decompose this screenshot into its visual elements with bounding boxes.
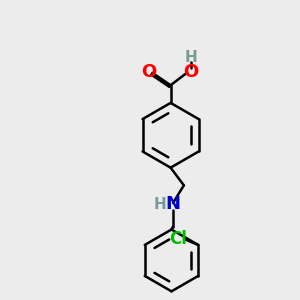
Text: H: H xyxy=(184,50,197,65)
Text: H: H xyxy=(153,197,166,212)
Text: N: N xyxy=(166,196,181,214)
Text: O: O xyxy=(141,63,156,81)
Text: Cl: Cl xyxy=(169,230,187,248)
Text: O: O xyxy=(183,63,198,81)
